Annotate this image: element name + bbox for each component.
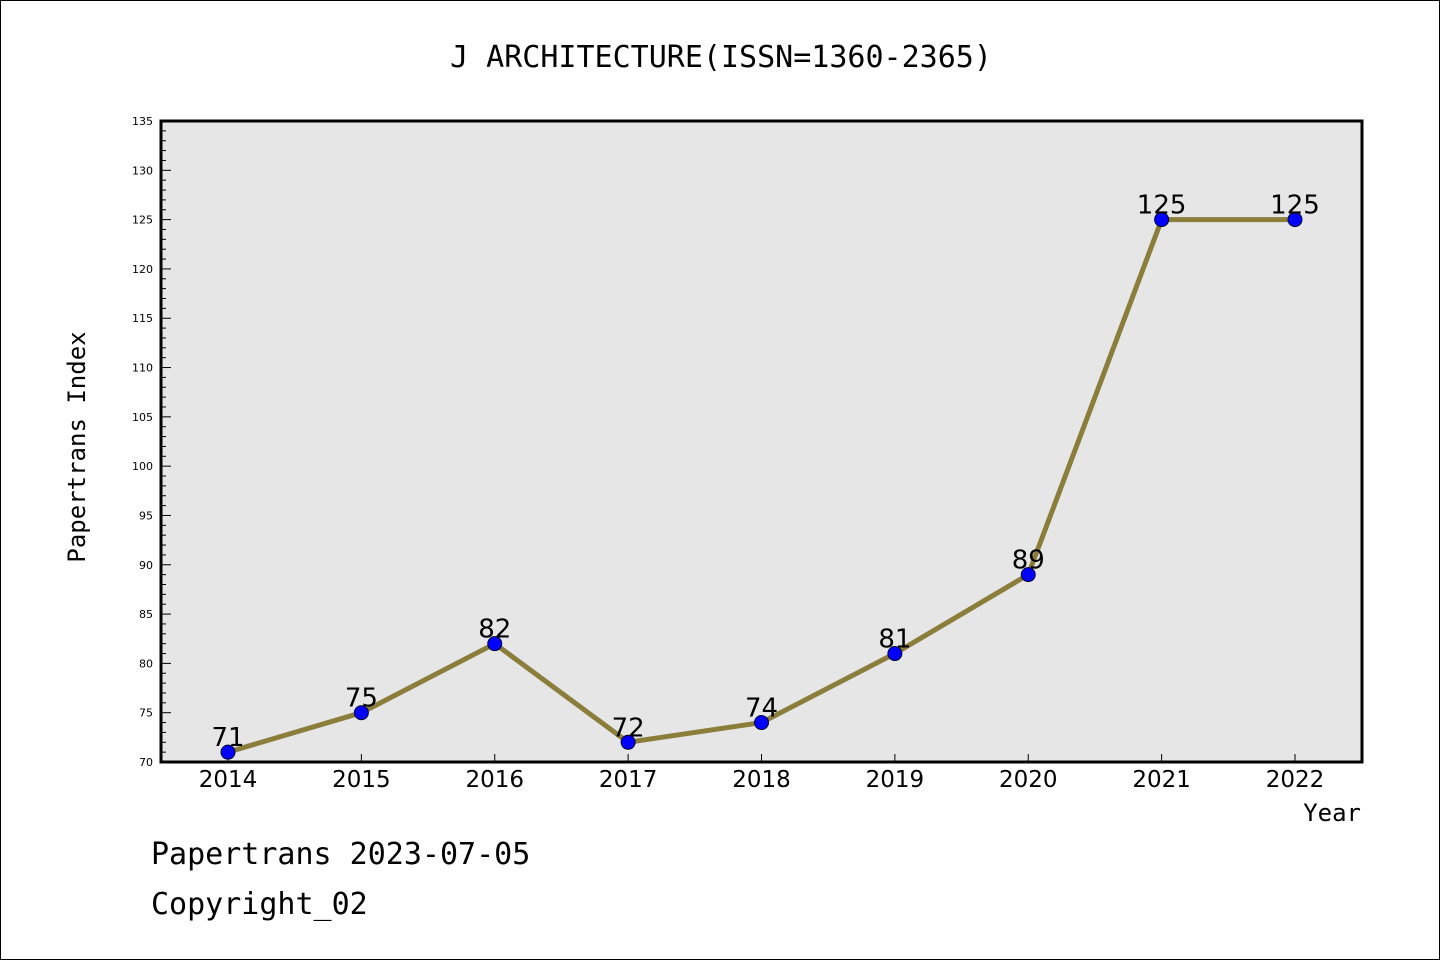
y-tick-label: 125 — [132, 214, 153, 227]
y-tick-label: 75 — [139, 707, 153, 720]
series-group: 71 75 82 72 74 81 89 125 125 — [211, 191, 1320, 760]
y-tick-label: 105 — [132, 411, 153, 424]
data-point — [220, 744, 236, 760]
data-point — [1154, 212, 1170, 228]
y-tick-label: 95 — [139, 509, 153, 522]
x-tick-label: 2020 — [999, 767, 1058, 793]
y-tick-label: 70 — [139, 756, 153, 769]
data-label: 72 — [612, 713, 645, 743]
data-point — [620, 734, 636, 750]
x-axis: 2014 2015 2016 2017 2018 2019 2020 2021 2022 — [199, 754, 1325, 793]
x-tick-label: 2022 — [1266, 767, 1325, 793]
data-point — [1287, 212, 1303, 228]
data-label: 81 — [878, 625, 911, 655]
x-tick-label: 2015 — [332, 767, 391, 793]
plot-border — [159, 119, 1364, 764]
data-label: 125 — [1270, 191, 1320, 221]
x-axis-title: Year — [1303, 799, 1361, 827]
y-tick-label: 100 — [132, 460, 153, 473]
x-tick-label: 2017 — [599, 767, 658, 793]
data-point — [887, 646, 903, 662]
data-point — [1020, 567, 1036, 583]
y-tick-label: 85 — [139, 608, 153, 621]
x-tick-label: 2014 — [199, 767, 258, 793]
footer-copyright: Copyright_02 — [151, 887, 368, 922]
y-tick-label: 80 — [139, 657, 153, 670]
y-tick-label: 120 — [132, 263, 153, 276]
y-tick-label: 130 — [132, 164, 153, 177]
data-point — [754, 715, 769, 731]
y-axis: 70 75 80 85 90 95 100 105 110 115 120 125 130 135 — [132, 115, 171, 769]
x-tick-label: 2019 — [866, 767, 925, 793]
y-tick-label: 115 — [132, 312, 153, 325]
data-label: 125 — [1137, 191, 1187, 221]
x-tick-label: 2016 — [465, 767, 524, 793]
x-tick-label: 2021 — [1132, 767, 1191, 793]
data-label: 82 — [478, 615, 511, 645]
y-axis-title: Papertrans Index — [63, 331, 91, 562]
data-point — [353, 705, 369, 721]
y-tick-label: 135 — [132, 115, 153, 128]
y-tick-label: 110 — [132, 362, 153, 375]
x-tick-label: 2018 — [732, 767, 791, 793]
plot-area — [161, 121, 1362, 762]
data-label: 75 — [345, 684, 378, 714]
data-label: 74 — [745, 694, 778, 724]
y-tick-label: 90 — [139, 559, 153, 572]
footer-date: Papertrans 2023-07-05 — [151, 837, 531, 872]
data-label: 89 — [1012, 546, 1045, 576]
chart-title: J ARCHITECTURE(ISSN=1360-2365) — [450, 40, 992, 75]
data-label: 71 — [211, 723, 244, 753]
data-point — [487, 636, 503, 652]
